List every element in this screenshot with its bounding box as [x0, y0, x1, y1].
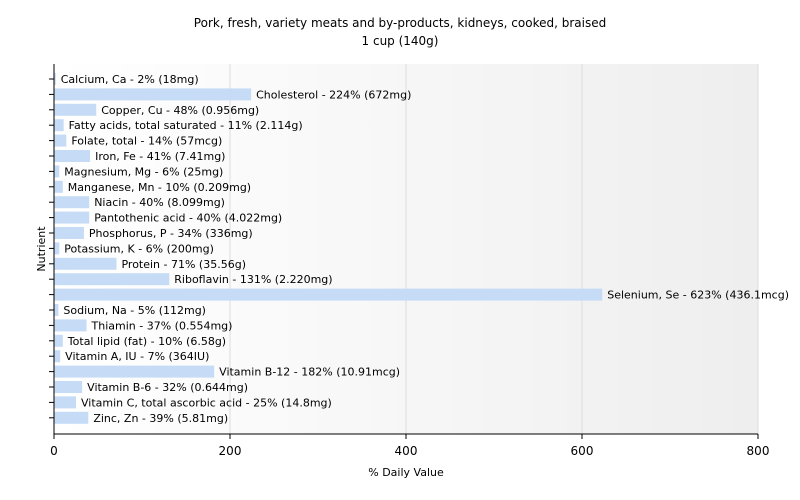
- x-axis-ticks: 0 200 400 600 800: [50, 434, 769, 458]
- bar-label: Calcium, Ca - 2% (18mg): [61, 73, 199, 86]
- bar: [54, 304, 59, 316]
- bar: [54, 288, 603, 301]
- bar: [54, 411, 89, 424]
- bar-label: Total lipid (fat) - 10% (6.58g): [67, 335, 226, 348]
- bar: [54, 227, 84, 239]
- bar: [54, 396, 76, 409]
- bar: [54, 73, 56, 85]
- bar-label: Copper, Cu - 48% (0.956mg): [101, 104, 259, 117]
- x-tick-label: 600: [571, 444, 594, 458]
- bar: [54, 334, 63, 347]
- bar-label: Phosphorus, P - 34% (336mg): [89, 227, 253, 240]
- bar-label: Vitamin B-6 - 32% (0.644mg): [87, 381, 248, 394]
- x-tick-label: 0: [50, 444, 58, 458]
- bar-label: Vitamin A, IU - 7% (364IU): [65, 350, 209, 363]
- bar-label: Manganese, Mn - 10% (0.209mg): [68, 181, 251, 194]
- bar-label: Pantothenic acid - 40% (4.022mg): [94, 212, 282, 225]
- x-axis-title: % Daily Value: [368, 466, 444, 479]
- chart-title: Pork, fresh, variety meats and by-produc…: [194, 16, 606, 30]
- bar: [54, 365, 215, 378]
- x-tick-label: 200: [219, 444, 242, 458]
- bar-label: Vitamin B-12 - 182% (10.91mcg): [219, 366, 400, 379]
- bar: [54, 180, 63, 193]
- bar-label: Cholesterol - 224% (672mg): [256, 88, 411, 101]
- x-tick-label: 400: [395, 444, 418, 458]
- bar: [54, 319, 87, 332]
- bar: [54, 196, 90, 209]
- bar: [54, 257, 117, 270]
- bar: [54, 350, 61, 363]
- bar: [54, 150, 91, 162]
- bar-label: Protein - 71% (35.56g): [121, 258, 246, 271]
- bar: [54, 103, 97, 116]
- bar: [54, 119, 64, 132]
- x-tick-label: 800: [747, 444, 770, 458]
- bar-label: Selenium, Se - 623% (436.1mcg): [607, 289, 789, 302]
- bar-label: Fatty acids, total saturated - 11% (2.11…: [69, 119, 303, 132]
- bar-label: Potassium, K - 6% (200mg): [64, 242, 214, 255]
- bar: [54, 134, 67, 147]
- bar: [54, 165, 60, 178]
- y-axis-ticks: [49, 78, 54, 419]
- y-axis-title: Nutrient: [35, 226, 48, 272]
- bar-labels: Calcium, Ca - 2% (18mg) Cholesterol - 224…: [61, 73, 789, 425]
- grid-lines: [229, 64, 759, 434]
- bar-label: Vitamin C, total ascorbic acid - 25% (14…: [81, 396, 332, 409]
- bar-label: Riboflavin - 131% (2.220mg): [174, 273, 332, 286]
- bar-label: Niacin - 40% (8.099mg): [94, 196, 225, 209]
- bar-label: Sodium, Na - 5% (112mg): [63, 304, 206, 317]
- bar: [54, 88, 252, 101]
- bar-label: Zinc, Zn - 39% (5.81mg): [93, 412, 228, 425]
- bar-label: Folate, total - 14% (57mcg): [71, 135, 222, 148]
- bar-label: Thiamin - 37% (0.554mg): [91, 319, 233, 332]
- bar: [54, 273, 170, 286]
- bar: [54, 211, 90, 224]
- bars: [54, 73, 603, 424]
- bar: [54, 381, 83, 393]
- chart-subtitle: 1 cup (140g): [362, 34, 439, 48]
- bar-label: Magnesium, Mg - 6% (25mg): [64, 165, 223, 178]
- bar: [54, 242, 60, 255]
- bar-label: Iron, Fe - 41% (7.41mg): [95, 150, 225, 163]
